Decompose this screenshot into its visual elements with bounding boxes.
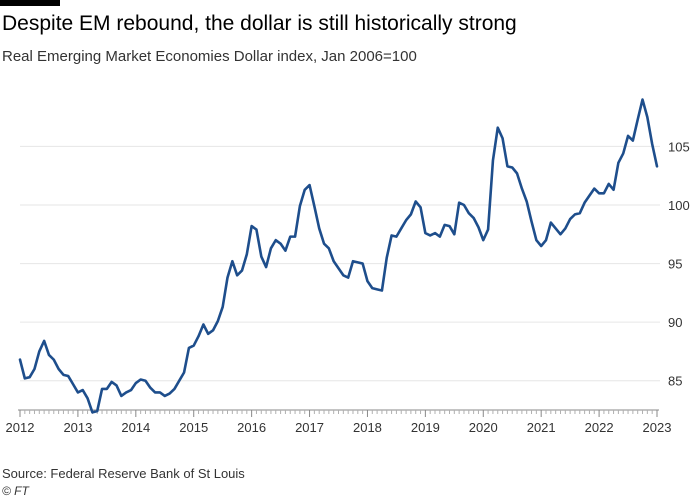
brand-top-bar	[0, 0, 60, 6]
chart-subtitle: Real Emerging Market Economies Dollar in…	[2, 48, 417, 65]
x-tick-label-2022: 2022	[585, 420, 614, 435]
x-tick-label-2018: 2018	[353, 420, 382, 435]
chart-title: Despite EM rebound, the dollar is still …	[2, 12, 517, 35]
x-axis: 2012 2013 2014 2015 2016 2017 2018 2019 2020 2021…	[6, 409, 672, 435]
grid-layer	[20, 145, 660, 382]
source-note: Source: Federal Reserve Bank of St Louis	[2, 466, 245, 481]
ft-credit: © FT	[2, 484, 29, 498]
x-tick-label-2023: 2023	[643, 420, 672, 435]
y-axis-labels: 85 90 95 100 105	[668, 139, 690, 388]
x-tick-label-2019: 2019	[411, 420, 440, 435]
x-tick-label-2017: 2017	[295, 420, 324, 435]
x-tick-label-2014: 2014	[121, 420, 150, 435]
series-layer	[18, 98, 659, 414]
x-tick-label-2012: 2012	[6, 420, 35, 435]
y-tick-label-100: 100	[668, 198, 690, 213]
y-tick-label-90: 90	[668, 315, 682, 330]
x-tick-label-2015: 2015	[179, 420, 208, 435]
y-tick-label-105: 105	[668, 139, 690, 154]
series-line-0	[18, 98, 659, 414]
x-tick-label-2016: 2016	[237, 420, 266, 435]
x-tick-label-2020: 2020	[469, 420, 498, 435]
y-tick-label-95: 95	[668, 257, 682, 272]
line-chart: 2012 2013 2014 2015 2016 2017 2018 2019 2020 2021…	[6, 98, 690, 435]
x-tick-label-2013: 2013	[63, 420, 92, 435]
x-tick-label-2021: 2021	[527, 420, 556, 435]
y-tick-label-85: 85	[668, 374, 682, 389]
